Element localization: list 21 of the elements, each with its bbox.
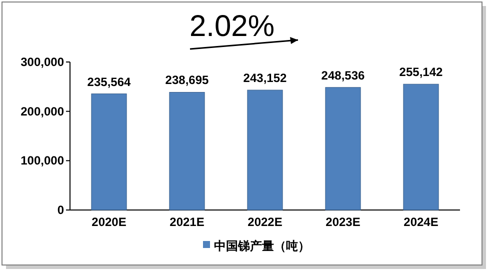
x-tick-label: 2021E [170,215,204,229]
legend-label: 中国锑产量（吨） [214,239,310,253]
text: 238,695 [165,73,209,88]
x-tick-label: 2022E [248,215,282,229]
text: 2.02% [189,10,275,43]
bar [247,90,283,210]
bar [325,87,361,210]
bar [403,84,439,210]
text: 243,152 [243,71,287,86]
text: 255,142 [399,65,443,80]
y-tick-label: 200,000 [20,104,64,118]
x-tick-label: 2020E [92,215,126,229]
text: 235,564 [87,74,131,89]
y-tick-label: 100,000 [20,154,64,168]
x-tick-label: 2024E [404,215,438,229]
y-tick-label: 0 [57,203,64,217]
text: 248,536 [321,68,365,82]
x-tick-label: 2023E [326,215,360,229]
bar [91,94,127,210]
y-tick-label: 300,000 [20,55,64,69]
bar [169,92,205,210]
